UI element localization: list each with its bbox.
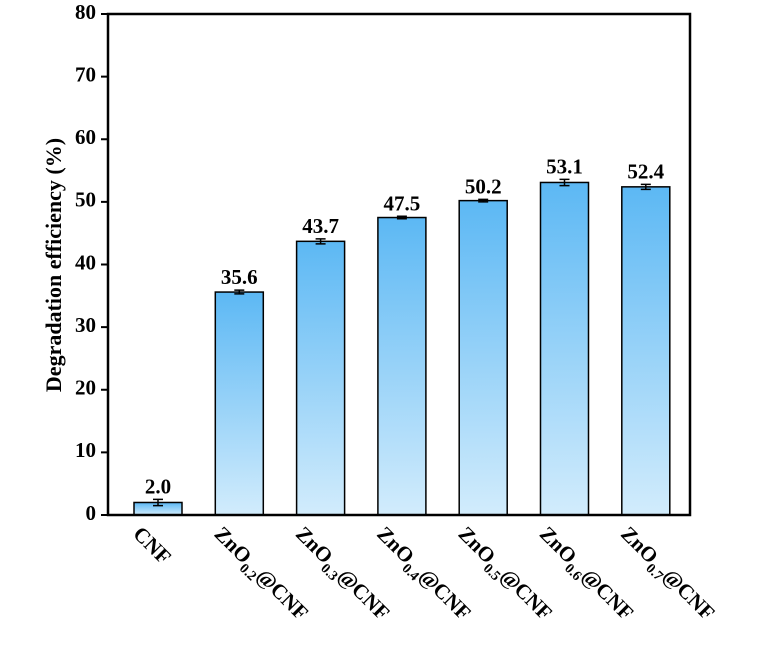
value-label: 35.6 [221, 265, 258, 289]
value-label: 47.5 [384, 191, 421, 215]
value-label: 50.2 [465, 174, 502, 198]
y-tick-label: 30 [75, 313, 96, 337]
y-tick-label: 70 [75, 62, 96, 86]
value-label: 43.7 [302, 214, 339, 238]
y-tick-label: 0 [86, 501, 97, 525]
value-label: 2.0 [145, 474, 171, 498]
error-bar [153, 498, 163, 507]
error-bar [559, 178, 570, 187]
x-tick-label: CNF [128, 522, 175, 569]
plot-frame [106, 12, 692, 517]
bar [214, 291, 265, 516]
y-tick-label: 40 [75, 250, 96, 274]
error-bar [640, 183, 651, 191]
bar [295, 240, 346, 516]
y-tick-label: 50 [75, 188, 96, 212]
y-tick-label: 60 [75, 125, 96, 149]
error-bar [315, 238, 326, 245]
value-label: 52.4 [627, 159, 664, 183]
bar [377, 216, 427, 516]
bar [621, 186, 671, 516]
error-bar [234, 289, 245, 295]
error-bar [396, 215, 407, 220]
bar [458, 199, 508, 516]
y-tick-label: 80 [75, 0, 96, 24]
value-label: 53.1 [546, 154, 583, 178]
y-tick-label: 20 [75, 376, 96, 400]
bar [539, 181, 590, 516]
error-bar [478, 198, 489, 203]
y-axis-label: Degradation efficiency (%) [41, 138, 66, 392]
y-tick-label: 10 [75, 438, 96, 462]
